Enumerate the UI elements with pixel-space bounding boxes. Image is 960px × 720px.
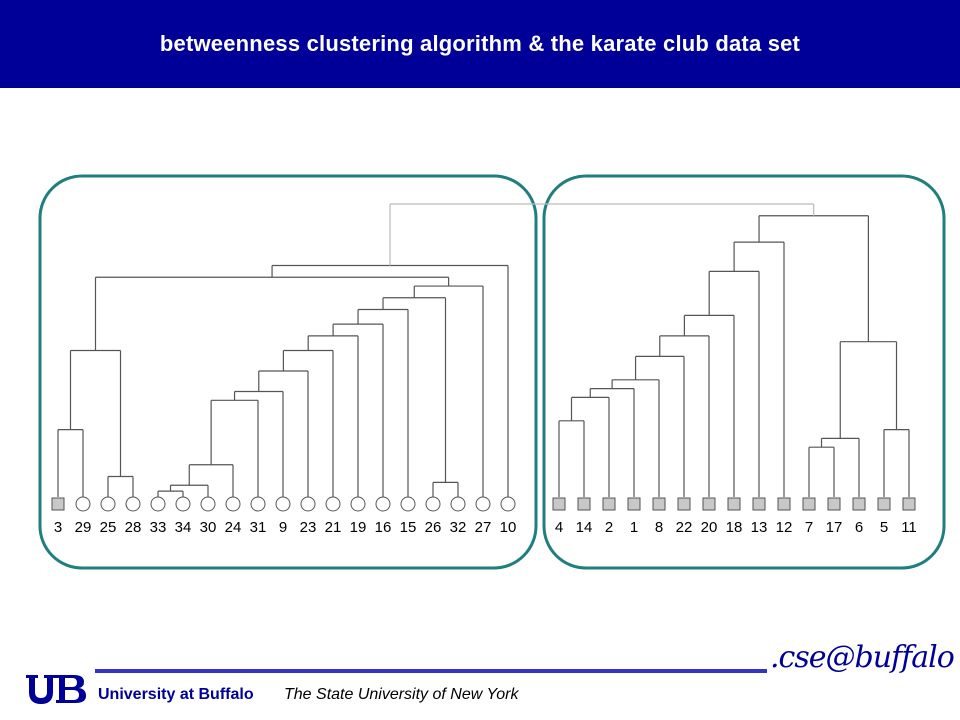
left-leaf-label-10: 10: [500, 519, 517, 536]
left-leaf-label-30: 30: [200, 519, 217, 536]
right-leaf-label-12: 12: [776, 519, 793, 536]
left-leaf-marker-10: [500, 496, 516, 512]
right-leaf-marker-4: [552, 497, 566, 511]
left-leaf-marker-23: [300, 496, 316, 512]
left-leaf-label-25: 25: [100, 519, 117, 536]
left-leaf-marker-30: [200, 496, 216, 512]
right-leaf-marker-12: [777, 497, 791, 511]
left-leaf-label-31: 31: [250, 519, 267, 536]
left-leaf-label-15: 15: [400, 519, 417, 536]
left-leaf-marker-28: [125, 496, 141, 512]
slide-title: betweenness clustering algorithm & the k…: [159, 31, 801, 56]
right-leaf-label-13: 13: [751, 519, 768, 536]
right-leaf-marker-13: [752, 497, 766, 511]
right-leaf-label-5: 5: [880, 519, 888, 536]
right-leaf-label-11: 11: [901, 519, 917, 536]
left-leaf-marker-34: [175, 496, 191, 512]
left-panel-frame: [38, 174, 538, 570]
right-leaf-label-8: 8: [655, 519, 663, 536]
left-leaf-label-21: 21: [325, 519, 342, 536]
left-leaf-label-27: 27: [475, 519, 492, 536]
right-leaf-marker-2: [602, 497, 616, 511]
dendrogram-leaves: 3 29 25 28 33 34 30 24 31 9 23 21 19 16 15 26 32 27 10 4 14 2…: [51, 496, 917, 536]
right-leaf-marker-8: [652, 497, 666, 511]
footer-divider: [95, 669, 767, 673]
right-leaf-label-1: 1: [630, 519, 638, 536]
university-name: University at Buffalo: [98, 686, 254, 703]
left-leaf-marker-15: [400, 496, 416, 512]
right-leaf-marker-6: [852, 497, 866, 511]
right-leaf-marker-22: [677, 497, 691, 511]
left-leaf-label-19: 19: [350, 519, 367, 536]
left-leaf-marker-3: [51, 497, 65, 511]
right-leaf-label-2: 2: [605, 519, 613, 536]
right-leaf-label-14: 14: [576, 519, 593, 536]
left-leaf-marker-21: [325, 496, 341, 512]
left-leaf-label-32: 32: [450, 519, 467, 536]
left-leaf-marker-27: [475, 496, 491, 512]
ub-logo: [26, 675, 86, 704]
right-leaf-label-6: 6: [855, 519, 863, 536]
right-leaf-label-20: 20: [701, 519, 718, 536]
left-leaf-marker-9: [275, 496, 291, 512]
left-leaf-marker-26: [425, 496, 441, 512]
left-leaf-label-33: 33: [150, 519, 167, 536]
left-leaf-label-9: 9: [279, 519, 287, 536]
left-leaf-label-26: 26: [425, 519, 442, 536]
left-leaf-label-3: 3: [54, 519, 62, 536]
left-leaf-label-28: 28: [125, 519, 142, 536]
left-leaf-label-29: 29: [75, 519, 92, 536]
right-leaf-marker-14: [577, 497, 591, 511]
right-leaf-marker-20: [702, 497, 716, 511]
right-leaf-label-17: 17: [826, 519, 843, 536]
left-leaf-marker-31: [250, 496, 266, 512]
right-leaf-marker-11: [902, 497, 916, 511]
left-leaf-marker-33: [150, 496, 166, 512]
left-leaf-marker-16: [375, 496, 391, 512]
left-leaf-label-23: 23: [300, 519, 317, 536]
left-leaf-marker-32: [450, 496, 466, 512]
right-leaf-marker-18: [727, 497, 741, 511]
left-leaf-marker-25: [100, 496, 116, 512]
right-leaf-marker-17: [827, 497, 841, 511]
left-leaf-marker-24: [225, 496, 241, 512]
right-panel-frame: [542, 174, 946, 570]
title-bar: betweenness clustering algorithm & the k…: [0, 0, 960, 88]
cse-buffalo-logo: .cse@buffalo: [770, 640, 955, 675]
left-leaf-label-24: 24: [225, 519, 242, 536]
right-leaf-label-4: 4: [555, 519, 563, 536]
suny-tagline: The State University of New York: [284, 686, 519, 703]
dendrogram-links: [57, 203, 910, 497]
right-leaf-marker-7: [802, 497, 816, 511]
left-leaf-marker-29: [75, 496, 91, 512]
right-leaf-marker-1: [627, 497, 641, 511]
right-leaf-label-7: 7: [805, 519, 813, 536]
right-leaf-label-22: 22: [676, 519, 693, 536]
left-leaf-label-34: 34: [175, 519, 192, 536]
right-leaf-marker-5: [877, 497, 891, 511]
left-leaf-marker-19: [350, 496, 366, 512]
left-leaf-label-16: 16: [375, 519, 392, 536]
right-leaf-label-18: 18: [726, 519, 743, 536]
